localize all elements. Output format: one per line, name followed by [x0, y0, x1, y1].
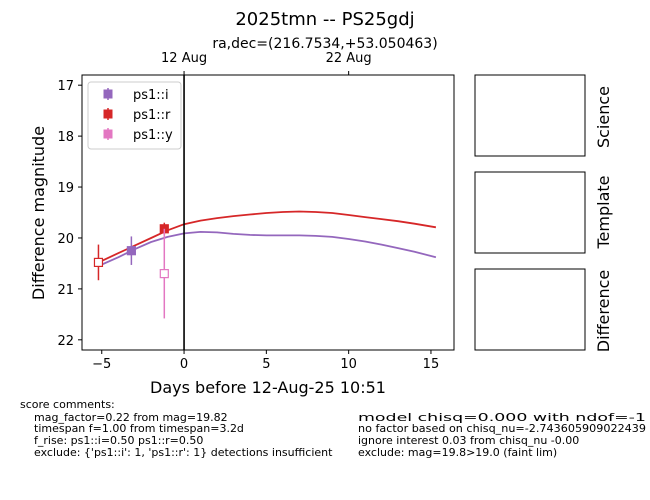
- comment-left-line: f_rise: ps1::i=0.50 ps1::r=0.50: [34, 434, 203, 447]
- y-tick-label: 18: [57, 130, 74, 145]
- difference-stamp: [474, 268, 586, 351]
- x-axis-ticks: −5 0 5 10 15: [92, 350, 439, 372]
- y-axis-ticks: 17 18 19 20 21 22: [57, 79, 82, 349]
- comment-left-line: mag_factor=0.22 from mag=19.82: [34, 411, 228, 424]
- x-tick-label: −5: [92, 357, 111, 372]
- image-stamps: Science Template Difference: [474, 74, 613, 352]
- template-stamp: [474, 171, 586, 254]
- comment-right-line: exclude: mag=19.8>19.0 (faint lim): [358, 446, 557, 459]
- legend-marker: [103, 109, 113, 119]
- legend-marker: [103, 129, 113, 139]
- y-axis-label: Difference magnitude: [29, 126, 48, 300]
- legend-marker: [103, 89, 113, 99]
- science-stamp: [474, 74, 586, 157]
- model-curve: [98, 210, 437, 264]
- comments-header: score comments:: [20, 398, 115, 411]
- data-point: [126, 246, 136, 256]
- x-tick-label: 0: [180, 357, 188, 372]
- comment-left-line: timespan f=1.00 from timespan=3.2d: [34, 422, 244, 435]
- y-tick-label: 21: [57, 283, 74, 298]
- comment-right-line: model chisq=0.000 with ndof=-1: [358, 411, 646, 424]
- top-tick-label: 22 Aug: [326, 51, 372, 66]
- x-axis-label: Days before 12-Aug-25 10:51: [150, 378, 386, 397]
- y-tick-label: 19: [57, 181, 74, 196]
- data-points: [93, 222, 169, 319]
- comment-right-line: ignore interest 0.03 from chisq_nu -0.00: [358, 434, 579, 447]
- template-stamp-label: Template: [594, 175, 613, 249]
- x-tick-label: 5: [262, 357, 270, 372]
- comment-right-line: no factor based on chisq_nu=-2.743605909…: [358, 422, 646, 435]
- top-axis-ticks: 12 Aug 22 Aug: [161, 51, 372, 75]
- data-point: [93, 257, 104, 268]
- data-point: [159, 269, 169, 279]
- y-tick-label: 17: [57, 79, 74, 94]
- plot-frame: [81, 74, 455, 351]
- light-curve-plot: −5 0 5 10 15 17 18 19 20 21 22 12 Aug 22 Aug Days …: [29, 51, 455, 397]
- x-tick-label: 15: [423, 357, 440, 372]
- x-tick-label: 10: [340, 357, 357, 372]
- difference-stamp-label: Difference: [594, 270, 613, 352]
- chart-subtitle: ra,dec=(216.7534,+53.050463): [212, 36, 437, 52]
- comment-left-line: exclude: {'ps1::i': 1, 'ps1::r': 1} dete…: [34, 446, 333, 459]
- y-tick-label: 22: [57, 334, 74, 349]
- score-comments: score comments: mag_factor=0.22 from mag…: [20, 398, 646, 459]
- chart-title: 2025tmn -- PS25gdj: [235, 9, 414, 30]
- model-curve: [98, 231, 437, 267]
- top-tick-label: 12 Aug: [161, 51, 207, 66]
- legend-label: ps1::i: [133, 88, 169, 103]
- legend-label: ps1::y: [133, 128, 173, 143]
- science-stamp-label: Science: [594, 86, 613, 148]
- y-tick-label: 20: [57, 232, 74, 247]
- model-curves: [98, 210, 437, 267]
- legend-label: ps1::r: [133, 108, 171, 123]
